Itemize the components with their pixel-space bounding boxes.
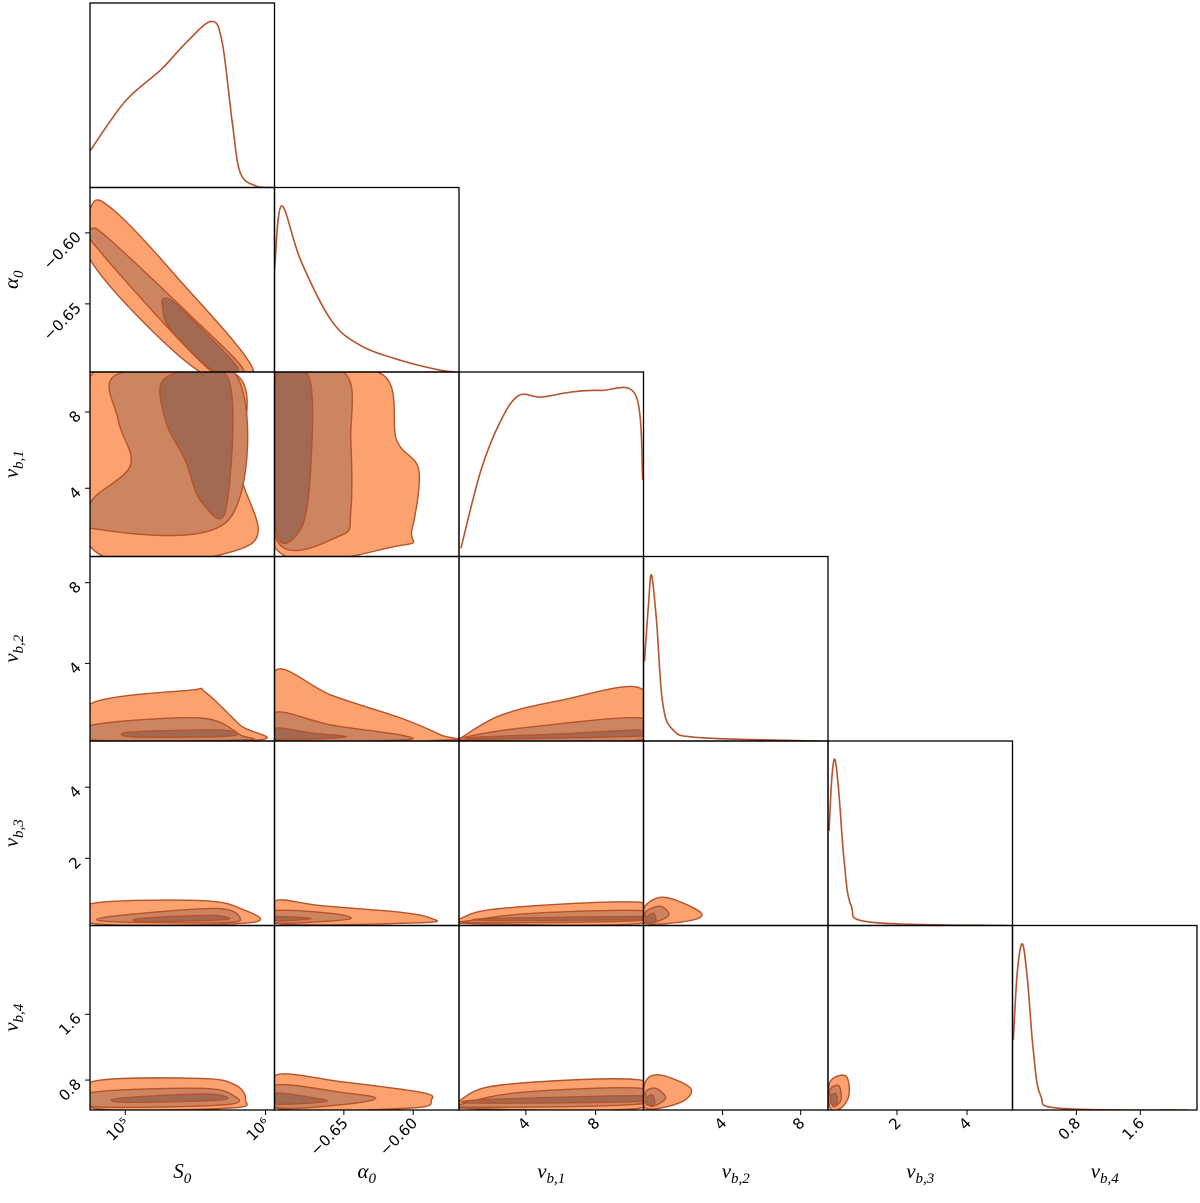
label-subscript: b,4 xyxy=(11,1003,27,1022)
panel-frame xyxy=(827,740,1014,927)
label-symbol: ν xyxy=(722,1159,732,1183)
label-symbol: α xyxy=(0,277,23,289)
panel-frame xyxy=(89,740,276,927)
contour-level xyxy=(274,915,312,922)
x-axis-label: νb,3 xyxy=(906,1159,934,1187)
x-tick-label: 0.8 xyxy=(1055,1114,1085,1144)
contour-level xyxy=(274,372,314,545)
contour-level xyxy=(90,199,255,372)
x-axis-label: νb,2 xyxy=(722,1159,751,1187)
label-symbol: ν xyxy=(906,1159,916,1183)
contour-level xyxy=(829,1092,839,1106)
x-tick-label: 10⁶ xyxy=(243,1114,273,1144)
y-tick-label: 8 xyxy=(65,407,84,426)
label-subscript: b,3 xyxy=(916,1171,935,1187)
panel-frame xyxy=(642,555,829,742)
y-axis-label: νb,3 xyxy=(0,819,27,847)
panel-frame xyxy=(458,740,645,927)
label-subscript: b,3 xyxy=(11,819,27,838)
x-tick-label: 10⁵ xyxy=(103,1114,133,1144)
marginal-density xyxy=(1012,943,1189,1110)
label-symbol: ν xyxy=(0,653,23,663)
marginal-density xyxy=(274,205,457,372)
contour-level xyxy=(110,1093,229,1104)
marginal-density xyxy=(828,758,1006,926)
label-subscript: b,2 xyxy=(731,1171,750,1187)
contour-level xyxy=(159,372,234,520)
y-tick-label: −0.65 xyxy=(40,299,85,344)
label-symbol: S xyxy=(173,1159,184,1183)
y-tick-label: 4 xyxy=(65,483,84,502)
x-tick-label: 4 xyxy=(955,1114,974,1133)
label-subscript: 0 xyxy=(369,1171,377,1187)
x-tick-label: 4 xyxy=(711,1114,730,1133)
label-symbol: ν xyxy=(1091,1159,1101,1183)
y-axis-label: νb,2 xyxy=(0,634,27,663)
contour-level xyxy=(120,729,239,738)
contour-level xyxy=(274,1092,328,1105)
y-tick-label: −0.60 xyxy=(40,228,85,273)
y-tick-label: 1.6 xyxy=(55,1009,85,1039)
contour-level xyxy=(274,727,347,741)
y-axis-label: νb,1 xyxy=(0,450,27,478)
x-tick-label: 8 xyxy=(584,1114,603,1133)
x-axis-label: S0 xyxy=(173,1159,192,1187)
panel-frame xyxy=(1011,924,1198,1111)
marginal-density xyxy=(90,20,271,188)
x-tick-label: 8 xyxy=(789,1114,808,1133)
contour-level xyxy=(465,729,644,740)
x-tick-label: −0.65 xyxy=(306,1114,351,1159)
x-tick-label: 2 xyxy=(885,1114,904,1133)
x-tick-label: 4 xyxy=(514,1114,533,1133)
contour-level xyxy=(644,912,657,924)
y-tick-label: 0.8 xyxy=(55,1075,85,1105)
x-axis-label: α0 xyxy=(357,1159,376,1187)
contour-level xyxy=(460,1094,644,1104)
panel-frame xyxy=(458,371,645,558)
x-axis-label: νb,4 xyxy=(1091,1159,1120,1187)
x-tick-label: −0.60 xyxy=(376,1114,421,1159)
label-symbol: ν xyxy=(0,468,23,478)
label-subscript: 0 xyxy=(11,270,27,278)
label-symbol: α xyxy=(357,1159,369,1183)
y-tick-label: 4 xyxy=(65,782,84,801)
marginal-density xyxy=(643,573,821,741)
x-tick-label: 1.6 xyxy=(1119,1114,1149,1144)
label-subscript: 0 xyxy=(184,1171,192,1187)
label-subscript: b,1 xyxy=(547,1171,566,1187)
y-tick-label: 2 xyxy=(65,853,84,872)
label-symbol: ν xyxy=(0,837,23,847)
panel-frame xyxy=(89,2,276,189)
y-axis-label: νb,4 xyxy=(0,1003,27,1032)
label-symbol: ν xyxy=(537,1159,547,1183)
y-tick-label: 8 xyxy=(65,578,84,597)
panel-frame xyxy=(273,740,460,927)
label-subscript: b,4 xyxy=(1100,1171,1119,1187)
panel-frame xyxy=(642,740,829,927)
contour-level xyxy=(644,1094,656,1106)
label-subscript: b,2 xyxy=(11,634,27,653)
label-subscript: b,1 xyxy=(11,450,27,469)
contour-level xyxy=(161,297,239,372)
contour-level xyxy=(471,915,644,922)
y-axis-label: α0 xyxy=(0,270,27,289)
panel-frame xyxy=(827,924,1014,1111)
marginal-density xyxy=(460,386,644,549)
label-symbol: ν xyxy=(0,1022,23,1032)
y-tick-label: 4 xyxy=(65,658,84,677)
panel-frame xyxy=(273,186,460,373)
contour-level xyxy=(132,914,231,923)
x-axis-label: νb,1 xyxy=(537,1159,565,1187)
